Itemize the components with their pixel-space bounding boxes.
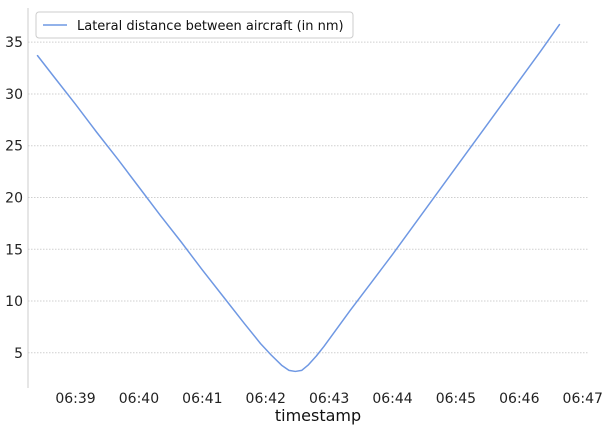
y-tick-label: 20 (5, 190, 23, 206)
y-tick-label: 5 (14, 346, 23, 362)
x-tick-label: 06:44 (372, 391, 412, 407)
x-tick-label: 06:47 (563, 391, 603, 407)
x-tick-label: 06:41 (182, 391, 222, 407)
x-tick-label: 06:46 (499, 391, 539, 407)
y-tick-label: 25 (5, 139, 23, 155)
x-axis-ticks: 06:39 06:40 06:41 06:42 06:43 06:44 06:45 06:46… (55, 391, 603, 407)
y-tick-label: 35 (5, 35, 23, 51)
x-tick-label: 06:39 (55, 391, 95, 407)
y-tick-label: 30 (5, 87, 23, 103)
x-tick-label: 06:40 (119, 391, 159, 407)
x-tick-label: 06:43 (309, 391, 349, 407)
x-tick-label: 06:42 (246, 391, 286, 407)
series-line (36, 23, 561, 373)
grid-lines (28, 41, 588, 354)
y-axis-ticks: 5 10 15 20 25 30 35 (5, 35, 23, 362)
x-tick-label: 06:45 (436, 391, 476, 407)
x-axis-title: timestamp (275, 406, 361, 425)
legend: Lateral distance between aircraft (in nm… (35, 11, 354, 39)
y-tick-label: 10 (5, 294, 23, 310)
y-tick-label: 15 (5, 242, 23, 258)
legend-label: Lateral distance between aircraft (in nm… (77, 19, 344, 34)
legend-box (35, 11, 354, 39)
